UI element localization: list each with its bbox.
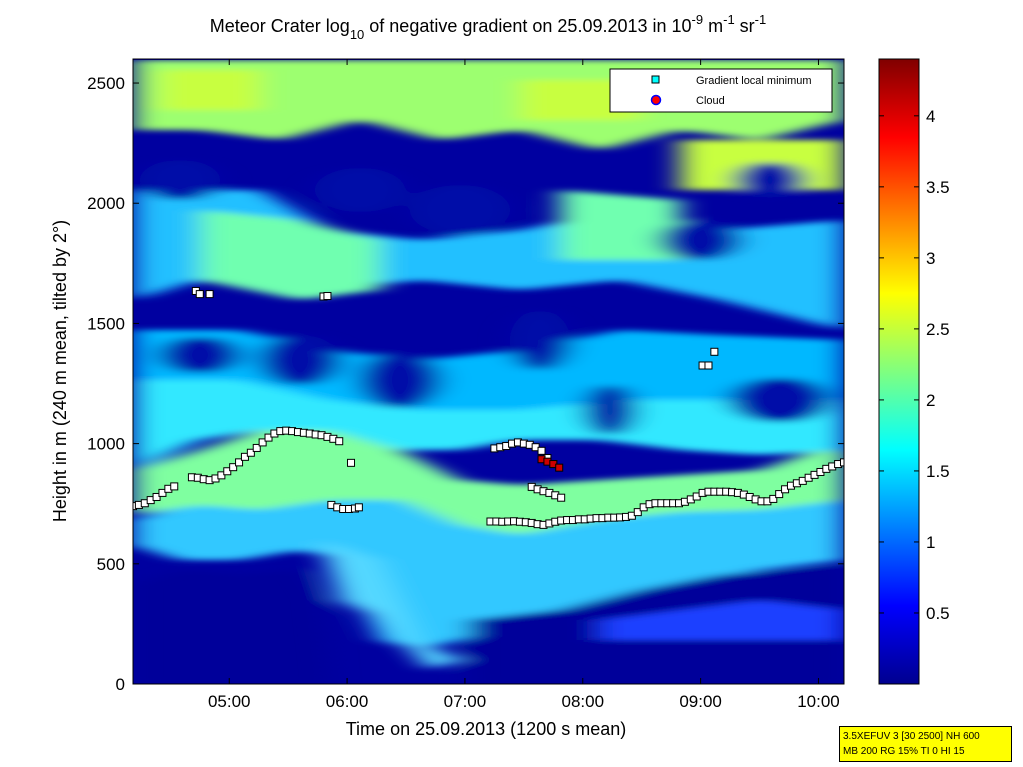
x-axis-label: Time on 25.09.2013 (1200 s mean) — [346, 719, 627, 739]
colorbar-gradient — [878, 58, 920, 685]
data-point-minimum — [557, 493, 566, 502]
colorbar-tick-label: 1.5 — [926, 462, 950, 481]
plot-area-frame — [132, 58, 845, 685]
data-point-minimum — [229, 463, 238, 472]
series-cloud — [537, 455, 564, 472]
colorbar-tick-label: 2.5 — [926, 320, 950, 339]
colorbar-tick-label: 3.5 — [926, 178, 950, 197]
legend-label-cloud: Cloud — [696, 95, 725, 107]
y-tick-label: 2500 — [87, 74, 125, 93]
x-tick-label: 05:00 — [208, 692, 251, 711]
colorbar-tick-label: 2 — [926, 391, 935, 410]
y-axis-label: Height in m (240 m mean, tilted by 2°) — [50, 220, 70, 522]
legend-marker-cloud — [650, 94, 662, 106]
y-tick-label: 1500 — [87, 314, 125, 333]
x-tick-label: 07:00 — [444, 692, 487, 711]
data-point-minimum — [710, 347, 719, 356]
legend-marker-minimum — [651, 75, 660, 84]
data-point-minimum — [258, 438, 267, 447]
x-tick-label: 06:00 — [326, 692, 369, 711]
data-point-minimum — [840, 458, 844, 467]
legend: Gradient local minimum Cloud — [609, 68, 833, 113]
legend-box — [609, 68, 833, 113]
y-tick-label: 0 — [116, 675, 125, 694]
x-axis: 05:00 06:00 07:00 08:00 09:00 10:00 — [208, 59, 840, 711]
colorbar-ticks: 0.5 1 1.5 2 2.5 3 3.5 4 — [879, 107, 950, 623]
heatmap — [133, 59, 844, 684]
info-line-1: 3.5XEFUV 3 [30 2500] NH 600 — [843, 731, 980, 742]
colorbar-tick-label: 0.5 — [926, 604, 950, 623]
x-tick-label: 09:00 — [679, 692, 722, 711]
data-point-minimum — [235, 458, 244, 467]
series-gradient-minimum — [133, 286, 844, 529]
data-point-minimum — [195, 290, 204, 299]
data-point-minimum — [170, 482, 179, 491]
data-point-minimum — [537, 446, 546, 455]
info-line-2: MB 200 RG 15% TI 0 HI 15 — [843, 746, 965, 757]
data-point-minimum — [240, 452, 249, 461]
data-point-minimum — [246, 448, 255, 457]
y-tick-label: 500 — [97, 555, 125, 574]
y-tick-label: 2000 — [87, 194, 125, 213]
data-point-minimum — [152, 492, 161, 501]
data-point-minimum — [633, 508, 642, 517]
colorbar-tick-label: 3 — [926, 249, 935, 268]
colorbar-tick-label: 1 — [926, 533, 935, 552]
data-point-cloud — [555, 463, 564, 472]
data-point-minimum — [704, 361, 713, 370]
x-tick-label: 10:00 — [797, 692, 840, 711]
data-point-minimum — [217, 471, 226, 480]
data-point-minimum — [354, 503, 363, 512]
data-point-minimum — [264, 433, 273, 442]
data-point-minimum — [347, 458, 356, 467]
data-point-minimum — [223, 467, 232, 476]
chart-title: Meteor Crater log10 of negative gradient… — [210, 12, 766, 42]
y-tick-label: 1000 — [87, 435, 125, 454]
data-point-minimum — [323, 292, 332, 301]
y-axis: 0 500 1000 1500 2000 2500 — [87, 74, 844, 694]
data-point-minimum — [769, 494, 778, 503]
legend-label-minimum: Gradient local minimum — [696, 75, 812, 87]
data-point-minimum — [775, 490, 784, 499]
data-point-minimum — [158, 488, 167, 497]
colorbar-tick-label: 4 — [926, 107, 935, 126]
parameter-info-box: 3.5XEFUV 3 [30 2500] NH 600 MB 200 RG 15… — [839, 726, 1012, 762]
x-tick-label: 08:00 — [562, 692, 605, 711]
data-point-minimum — [335, 437, 344, 446]
colorbar: 0.5 1 1.5 2 2.5 3 3.5 4 — [878, 58, 950, 685]
data-point-minimum — [252, 443, 261, 452]
data-point-minimum — [205, 290, 214, 299]
